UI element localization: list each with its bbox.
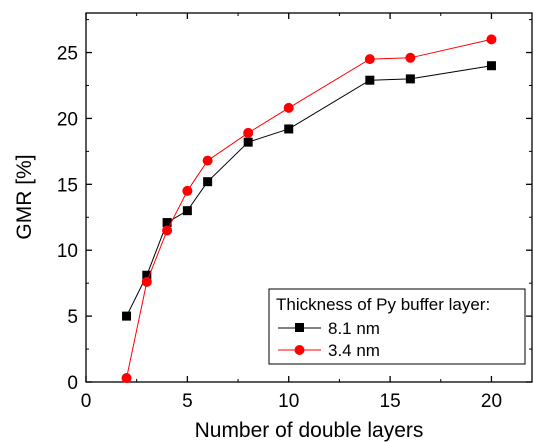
data-point-8-1-nm bbox=[486, 61, 496, 71]
data-point-8-1-nm bbox=[405, 74, 415, 84]
data-point-8-1-nm bbox=[142, 270, 152, 280]
y-tick-label: 10 bbox=[57, 241, 78, 262]
data-point-8-1-nm bbox=[182, 206, 192, 216]
data-point-3-4-nm bbox=[202, 155, 213, 166]
legend-label-8-1nm: 8.1 nm bbox=[328, 319, 380, 338]
series-line-3-4-nm bbox=[126, 38, 492, 379]
data-point-3-4-nm bbox=[486, 34, 497, 45]
legend: Thickness of Py buffer layer: 8.1 nm 3.4… bbox=[268, 288, 526, 365]
y-tick-label: 20 bbox=[57, 109, 78, 130]
x-tick-label: 15 bbox=[380, 391, 401, 412]
data-point-8-1-nm bbox=[122, 311, 132, 321]
series-layer bbox=[121, 34, 497, 384]
data-point-8-1-nm bbox=[284, 124, 294, 134]
data-point-3-4-nm bbox=[283, 102, 294, 113]
plot-frame bbox=[85, 12, 533, 383]
y-axis-title: GMR [%] bbox=[13, 154, 36, 239]
data-point-3-4-nm bbox=[121, 373, 132, 384]
y-tick-label: 25 bbox=[57, 44, 78, 65]
y-tick-label: 15 bbox=[57, 175, 78, 196]
x-tick-label: 5 bbox=[182, 391, 193, 412]
data-point-3-4-nm bbox=[141, 276, 152, 287]
x-tick-label: 20 bbox=[481, 391, 502, 412]
data-point-8-1-nm bbox=[162, 218, 172, 228]
x-tick-label: 0 bbox=[81, 391, 92, 412]
x-axis-title: Number of double layers bbox=[195, 419, 424, 442]
legend-title: Thickness of Py buffer layer: bbox=[276, 295, 490, 314]
x-tick-label: 10 bbox=[278, 391, 299, 412]
data-point-3-4-nm bbox=[243, 127, 254, 138]
legend-label-3-4nm: 3.4 nm bbox=[328, 341, 380, 360]
data-point-8-1-nm bbox=[365, 75, 375, 85]
data-point-8-1-nm bbox=[243, 137, 253, 147]
data-point-3-4-nm bbox=[364, 54, 375, 65]
y-tick-label: 0 bbox=[67, 373, 78, 394]
ticks: 0 5 10 15 20 0 5 10 15 20 25 bbox=[57, 13, 532, 412]
legend-box bbox=[268, 288, 526, 365]
legend-marker-3-4nm bbox=[294, 345, 305, 355]
legend-marker-8-1nm bbox=[295, 323, 304, 332]
data-point-8-1-nm bbox=[203, 177, 213, 187]
data-point-3-4-nm bbox=[162, 225, 173, 236]
series-line-8-1-nm bbox=[126, 65, 492, 317]
y-tick-label: 5 bbox=[67, 307, 78, 328]
data-point-3-4-nm bbox=[182, 185, 193, 196]
data-point-3-4-nm bbox=[405, 52, 416, 63]
